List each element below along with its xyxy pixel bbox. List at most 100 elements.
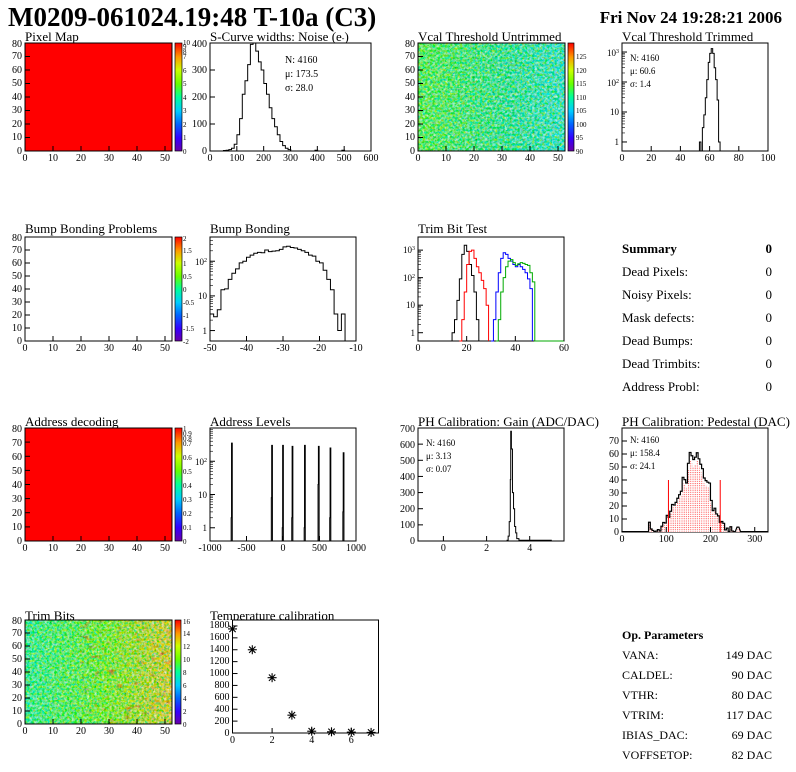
svg-text:300: 300 [747,534,762,545]
svg-text:70: 70 [12,438,22,449]
svg-text:102: 102 [607,78,619,88]
svg-text:500: 500 [337,153,352,164]
svg-text:500: 500 [400,456,415,467]
svg-text:40: 40 [132,543,142,554]
svg-text:500: 500 [312,543,327,554]
svg-text:102: 102 [195,257,207,267]
svg-text:30: 30 [12,494,22,505]
svg-text:700: 700 [400,424,415,435]
svg-text:80: 80 [405,39,415,50]
svg-text:0: 0 [230,735,235,746]
svg-text:110: 110 [576,94,587,102]
svg-text:20: 20 [12,693,22,704]
svg-text:300: 300 [283,153,298,164]
svg-text:50: 50 [609,462,619,473]
svg-text:30: 30 [497,153,507,164]
svg-text:70: 70 [609,436,619,447]
svg-text:2: 2 [269,735,274,746]
svg-text:-50: -50 [203,343,216,354]
svg-text:1: 1 [183,425,187,433]
svg-text:1200: 1200 [209,656,229,667]
svg-text:0.3: 0.3 [183,496,192,504]
svg-text:20: 20 [76,726,86,737]
svg-text:6: 6 [183,682,187,690]
svg-text:50: 50 [553,153,563,164]
svg-text:400: 400 [400,472,415,483]
svg-text:125: 125 [576,53,587,61]
svg-text:σ: 0.07: σ: 0.07 [426,464,452,474]
svg-text:40: 40 [132,343,142,354]
svg-text:1600: 1600 [209,632,229,643]
svg-text:40: 40 [675,153,685,164]
svg-text:0: 0 [17,719,22,730]
svg-text:0.6: 0.6 [183,454,192,462]
svg-text:10: 10 [610,107,620,117]
svg-text:1000: 1000 [209,668,229,679]
svg-text:2: 2 [484,543,489,554]
svg-text:0: 0 [183,721,187,729]
svg-text:50: 50 [405,78,415,89]
svg-text:0.1: 0.1 [183,524,192,532]
svg-text:1: 1 [203,326,208,336]
svg-text:60: 60 [12,452,22,463]
svg-text:10: 10 [12,132,22,143]
svg-text:μ: 158.4: μ: 158.4 [630,448,660,458]
svg-text:50: 50 [12,466,22,477]
svg-text:0: 0 [281,543,286,554]
svg-text:-1000: -1000 [198,543,221,554]
svg-text:1400: 1400 [209,644,229,655]
svg-text:-40: -40 [240,343,253,354]
svg-text:100: 100 [400,520,415,531]
svg-text:60: 60 [609,449,619,460]
svg-text:0: 0 [183,148,187,156]
svg-text:60: 60 [12,258,22,269]
svg-text:0.5: 0.5 [183,273,192,281]
svg-text:0.2: 0.2 [183,510,192,518]
svg-text:40: 40 [12,92,22,103]
svg-text:-20: -20 [313,343,326,354]
svg-text:N: 4160: N: 4160 [630,435,660,445]
svg-text:3: 3 [183,107,187,115]
svg-text:30: 30 [104,726,114,737]
svg-text:0: 0 [224,728,229,739]
svg-text:100: 100 [192,119,207,130]
svg-text:1: 1 [203,523,208,533]
svg-text:200: 200 [703,534,718,545]
svg-text:50: 50 [160,543,170,554]
svg-text:50: 50 [12,271,22,282]
svg-text:20: 20 [12,119,22,130]
svg-text:300: 300 [192,65,207,76]
svg-text:30: 30 [104,153,114,164]
svg-text:100: 100 [659,534,674,545]
svg-text:0: 0 [23,153,28,164]
svg-text:40: 40 [609,475,619,486]
svg-text:-1: -1 [183,312,189,320]
svg-text:-500: -500 [237,543,255,554]
svg-text:40: 40 [12,667,22,678]
svg-text:1000: 1000 [346,543,366,554]
svg-text:60: 60 [12,65,22,76]
svg-text:10: 10 [12,522,22,533]
svg-text:200: 200 [256,153,271,164]
svg-text:70: 70 [12,628,22,639]
svg-text:20: 20 [76,153,86,164]
svg-text:8: 8 [183,669,187,677]
svg-text:600: 600 [400,440,415,451]
svg-text:4: 4 [183,94,187,102]
svg-text:400: 400 [214,704,229,715]
svg-text:30: 30 [12,105,22,116]
svg-text:50: 50 [160,343,170,354]
svg-text:10: 10 [48,343,58,354]
svg-text:40: 40 [405,92,415,103]
svg-text:0: 0 [620,534,625,545]
svg-text:40: 40 [12,284,22,295]
svg-text:2: 2 [183,708,187,716]
svg-text:50: 50 [160,153,170,164]
svg-text:0: 0 [416,153,421,164]
svg-text:0: 0 [620,153,625,164]
svg-text:10: 10 [183,39,191,47]
svg-text:14: 14 [183,630,191,638]
svg-text:1: 1 [411,328,416,338]
svg-text:70: 70 [12,245,22,256]
svg-text:40: 40 [525,153,535,164]
